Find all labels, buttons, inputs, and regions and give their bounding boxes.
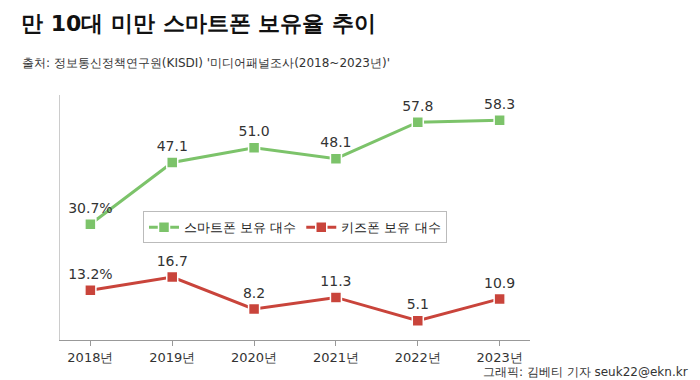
svg-text:51.0: 51.0 [238,123,269,139]
svg-text:13.2%: 13.2% [68,266,112,282]
svg-text:5.1: 5.1 [407,296,429,312]
svg-text:출처: 정보통신정책연구원(KISDI) '미디어패널조사(: 출처: 정보통신정책연구원(KISDI) '미디어패널조사(2018~2023년… [22,56,390,70]
svg-text:2022년: 2022년 [395,350,441,365]
svg-text:48.1: 48.1 [320,134,351,150]
svg-text:스마트폰 보유 대수: 스마트폰 보유 대수 [184,220,296,235]
svg-text:그래픽: 김베티 기자 seuk22@ekn.kr: 그래픽: 김베티 기자 seuk22@ekn.kr [483,365,688,379]
svg-text:58.3: 58.3 [484,96,515,112]
svg-text:47.1: 47.1 [157,138,188,154]
svg-text:10.9: 10.9 [484,275,515,291]
svg-text:30.7%: 30.7% [68,200,112,216]
svg-text:만 10대 미만 스마트폰 보유율 추이: 만 10대 미만 스마트폰 보유율 추이 [21,11,376,36]
svg-text:2021년: 2021년 [313,350,359,365]
svg-text:2023년: 2023년 [477,350,523,365]
svg-text:키즈폰 보유 대수: 키즈폰 보유 대수 [341,220,440,235]
svg-text:2019년: 2019년 [149,350,195,365]
svg-text:11.3: 11.3 [320,273,351,289]
svg-text:16.7: 16.7 [157,253,188,269]
svg-text:2018년: 2018년 [67,350,113,365]
svg-text:8.2: 8.2 [243,285,265,301]
svg-text:2020년: 2020년 [231,350,277,365]
svg-text:57.8: 57.8 [402,98,433,114]
